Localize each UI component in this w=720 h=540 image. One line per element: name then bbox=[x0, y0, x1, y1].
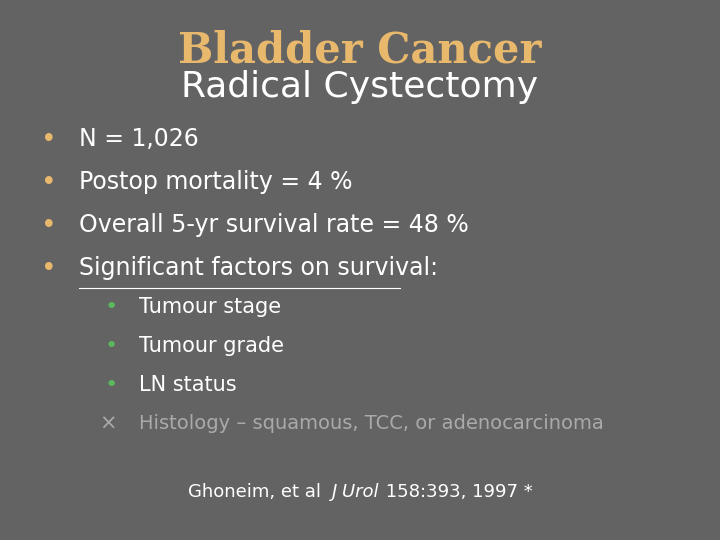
Text: 158:393, 1997 *: 158:393, 1997 * bbox=[379, 483, 532, 501]
Text: Significant factors on survival:: Significant factors on survival: bbox=[79, 256, 438, 280]
Text: Radical Cystectomy: Radical Cystectomy bbox=[181, 70, 539, 104]
Text: Bladder Cancer: Bladder Cancer bbox=[179, 30, 541, 72]
Text: •: • bbox=[41, 127, 57, 153]
Text: Histology – squamous, TCC, or adenocarcinoma: Histology – squamous, TCC, or adenocarci… bbox=[139, 414, 603, 433]
Text: J Urol: J Urol bbox=[332, 483, 379, 501]
Text: •: • bbox=[41, 170, 57, 196]
Text: •: • bbox=[105, 336, 118, 356]
Text: •: • bbox=[105, 297, 118, 317]
Text: Postop mortality = 4 %: Postop mortality = 4 % bbox=[79, 170, 353, 194]
Text: Tumour grade: Tumour grade bbox=[139, 336, 284, 356]
Text: •: • bbox=[41, 213, 57, 239]
Text: N = 1,026: N = 1,026 bbox=[79, 127, 199, 151]
Text: •: • bbox=[41, 256, 57, 282]
Text: •: • bbox=[105, 375, 118, 395]
Text: Overall 5-yr survival rate = 48 %: Overall 5-yr survival rate = 48 % bbox=[79, 213, 469, 237]
Text: Ghoneim, et al: Ghoneim, et al bbox=[188, 483, 332, 501]
Text: Tumour stage: Tumour stage bbox=[139, 297, 281, 317]
Text: ×: × bbox=[99, 414, 117, 434]
Text: LN status: LN status bbox=[139, 375, 237, 395]
